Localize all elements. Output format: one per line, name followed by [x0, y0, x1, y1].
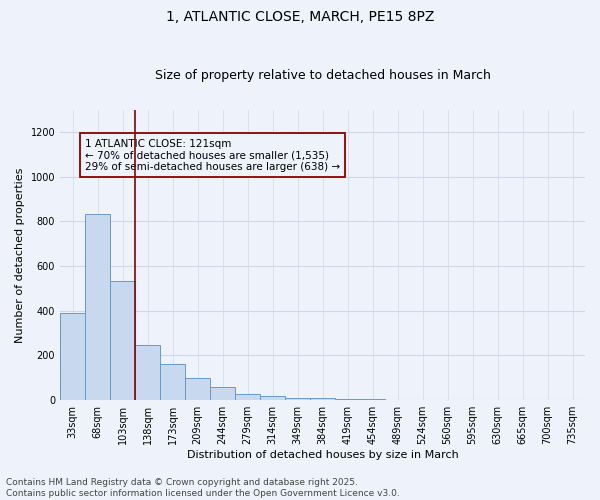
X-axis label: Distribution of detached houses by size in March: Distribution of detached houses by size …: [187, 450, 458, 460]
Bar: [60, 313, 85, 400]
Text: Contains HM Land Registry data © Crown copyright and database right 2025.
Contai: Contains HM Land Registry data © Crown c…: [6, 478, 400, 498]
Title: Size of property relative to detached houses in March: Size of property relative to detached ho…: [155, 69, 490, 82]
Text: 1, ATLANTIC CLOSE, MARCH, PE15 8PZ: 1, ATLANTIC CLOSE, MARCH, PE15 8PZ: [166, 10, 434, 24]
Bar: [160, 364, 185, 400]
Bar: [285, 398, 310, 400]
Bar: [110, 280, 135, 400]
Bar: [310, 398, 335, 400]
Bar: [235, 394, 260, 400]
Bar: [210, 387, 235, 400]
Bar: [185, 378, 210, 400]
Bar: [135, 345, 160, 400]
Bar: [260, 396, 285, 400]
Bar: [85, 214, 110, 400]
Text: 1 ATLANTIC CLOSE: 121sqm
← 70% of detached houses are smaller (1,535)
29% of sem: 1 ATLANTIC CLOSE: 121sqm ← 70% of detach…: [85, 138, 340, 172]
Bar: [335, 399, 360, 400]
Y-axis label: Number of detached properties: Number of detached properties: [15, 167, 25, 342]
